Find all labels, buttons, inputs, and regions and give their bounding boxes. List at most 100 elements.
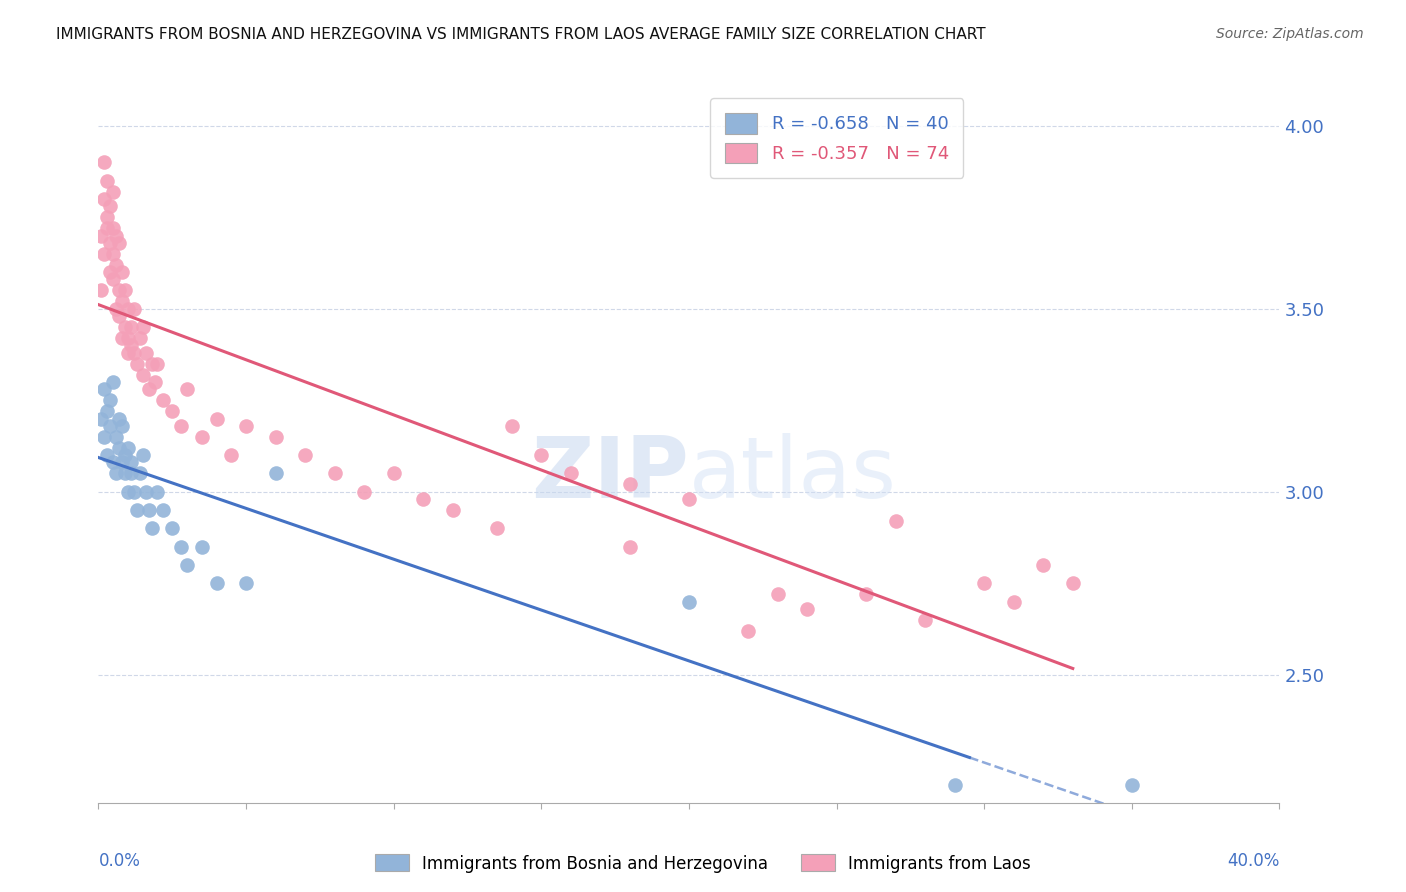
Point xyxy=(264,430,287,444)
Point xyxy=(205,576,228,591)
Point xyxy=(170,418,193,433)
Point xyxy=(93,192,115,206)
Point xyxy=(501,418,523,433)
Point xyxy=(1121,777,1143,791)
Point xyxy=(264,467,287,481)
Point xyxy=(105,301,128,316)
Point xyxy=(191,430,214,444)
Text: ZIP: ZIP xyxy=(531,433,689,516)
Point xyxy=(135,345,157,359)
Point xyxy=(125,357,148,371)
Point xyxy=(93,430,115,444)
Point xyxy=(122,484,145,499)
Point xyxy=(176,382,198,396)
Point xyxy=(382,467,405,481)
Point xyxy=(146,484,169,499)
Point xyxy=(122,345,145,359)
Point xyxy=(111,331,134,345)
Point xyxy=(103,185,125,199)
Point xyxy=(737,624,759,638)
Point xyxy=(441,503,464,517)
Point xyxy=(96,221,118,235)
Point xyxy=(117,484,139,499)
Point xyxy=(96,448,118,462)
Point xyxy=(98,418,121,433)
Point xyxy=(103,272,125,286)
Point xyxy=(678,491,700,506)
Point xyxy=(132,448,155,462)
Point xyxy=(98,199,121,213)
Point xyxy=(105,228,128,243)
Legend: Immigrants from Bosnia and Herzegovina, Immigrants from Laos: Immigrants from Bosnia and Herzegovina, … xyxy=(368,847,1038,880)
Point xyxy=(191,540,214,554)
Point xyxy=(1002,594,1025,608)
Point xyxy=(108,309,131,323)
Text: IMMIGRANTS FROM BOSNIA AND HERZEGOVINA VS IMMIGRANTS FROM LAOS AVERAGE FAMILY SI: IMMIGRANTS FROM BOSNIA AND HERZEGOVINA V… xyxy=(56,27,986,42)
Point xyxy=(96,211,118,225)
Point xyxy=(108,441,131,455)
Point xyxy=(176,558,198,572)
Point xyxy=(132,368,155,382)
Point xyxy=(105,430,128,444)
Point xyxy=(138,382,160,396)
Point xyxy=(108,235,131,250)
Point xyxy=(120,455,142,469)
Point xyxy=(120,338,142,352)
Point xyxy=(111,294,134,309)
Point xyxy=(128,467,150,481)
Point xyxy=(117,331,139,345)
Point xyxy=(132,320,155,334)
Point xyxy=(914,613,936,627)
Point xyxy=(205,411,228,425)
Point xyxy=(122,301,145,316)
Point xyxy=(1062,576,1084,591)
Text: 0.0%: 0.0% xyxy=(98,852,141,870)
Point xyxy=(108,284,131,298)
Point xyxy=(766,587,789,601)
Point xyxy=(170,540,193,554)
Point xyxy=(162,521,183,535)
Point xyxy=(412,491,434,506)
Point xyxy=(678,594,700,608)
Point xyxy=(111,265,134,279)
Point xyxy=(560,467,582,481)
Point xyxy=(111,455,134,469)
Point xyxy=(105,258,128,272)
Point xyxy=(90,411,112,425)
Point xyxy=(117,345,139,359)
Point xyxy=(619,540,641,554)
Point xyxy=(162,404,183,418)
Point xyxy=(90,284,112,298)
Point xyxy=(114,448,136,462)
Point xyxy=(114,467,136,481)
Point xyxy=(943,777,966,791)
Point xyxy=(111,418,134,433)
Point xyxy=(530,448,553,462)
Legend: R = -0.658   N = 40, R = -0.357   N = 74: R = -0.658 N = 40, R = -0.357 N = 74 xyxy=(710,98,963,178)
Text: atlas: atlas xyxy=(689,433,897,516)
Point xyxy=(152,393,174,408)
Point xyxy=(103,221,125,235)
Point xyxy=(96,404,118,418)
Point xyxy=(105,467,128,481)
Point xyxy=(96,174,118,188)
Point xyxy=(108,411,131,425)
Point xyxy=(93,382,115,396)
Point xyxy=(98,265,121,279)
Point xyxy=(141,521,163,535)
Point xyxy=(855,587,877,601)
Point xyxy=(120,320,142,334)
Point xyxy=(93,247,115,261)
Point xyxy=(125,503,148,517)
Point xyxy=(235,576,257,591)
Point xyxy=(120,467,142,481)
Point xyxy=(353,484,375,499)
Text: Source: ZipAtlas.com: Source: ZipAtlas.com xyxy=(1216,27,1364,41)
Point xyxy=(884,514,907,528)
Point xyxy=(796,602,818,616)
Text: 40.0%: 40.0% xyxy=(1227,852,1279,870)
Point xyxy=(114,284,136,298)
Point xyxy=(486,521,509,535)
Point xyxy=(138,503,160,517)
Point xyxy=(117,441,139,455)
